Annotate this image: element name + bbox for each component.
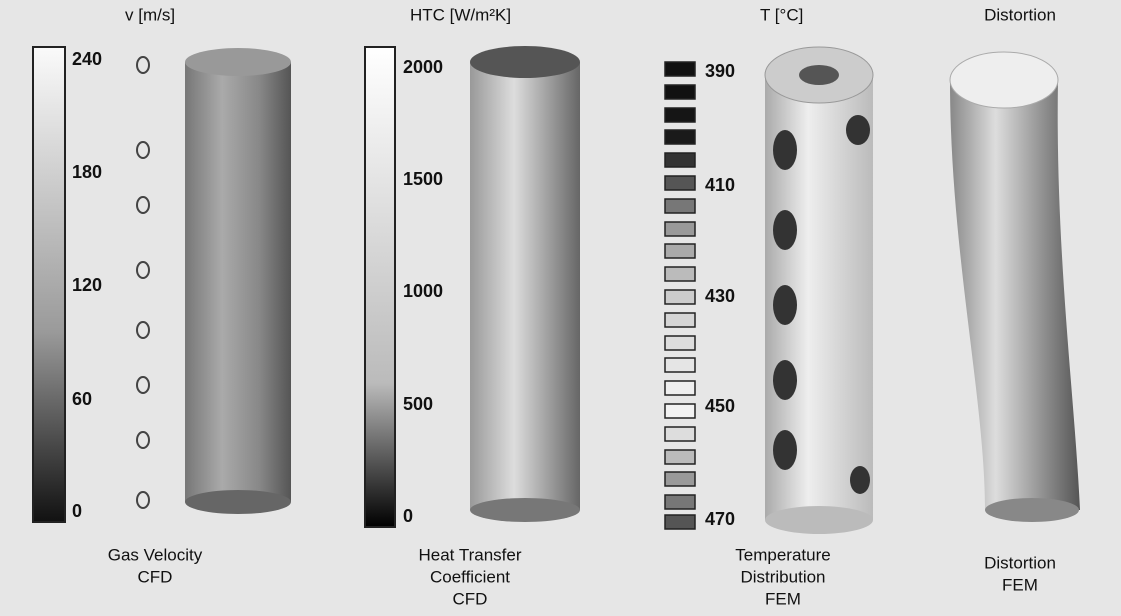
tick-label: 430 xyxy=(705,286,735,306)
tick-label: 2000 xyxy=(403,57,443,77)
caption: Coefficient xyxy=(430,567,510,586)
panel-title: HTC [W/m²K] xyxy=(410,5,511,24)
cylinder xyxy=(470,62,580,510)
caption: FEM xyxy=(765,589,801,608)
hot-spots xyxy=(773,115,870,494)
tick-label: 240 xyxy=(72,49,102,69)
caption: CFD xyxy=(453,589,488,608)
cylinder-top xyxy=(949,51,1059,109)
tick-label: 120 xyxy=(72,275,102,295)
cylinder-bottom xyxy=(765,506,873,534)
tick-label: 450 xyxy=(705,396,735,416)
tick-label: 1500 xyxy=(403,169,443,189)
tick-label: 500 xyxy=(403,394,433,414)
caption: Temperature xyxy=(735,545,830,564)
tick-label: 180 xyxy=(72,162,102,182)
tick-label: 470 xyxy=(705,509,735,529)
cylinder-bottom xyxy=(470,498,580,522)
caption: FEM xyxy=(1002,575,1038,594)
caption: Heat Transfer xyxy=(419,545,522,564)
caption: CFD xyxy=(138,567,173,586)
caption: Distribution xyxy=(740,567,825,586)
cylinder-top xyxy=(185,48,291,76)
tick-label: 0 xyxy=(403,506,413,526)
tick-label: 1000 xyxy=(403,281,443,301)
tick-label: 60 xyxy=(72,389,92,409)
cylinder-hole xyxy=(799,65,839,85)
discrete-legend xyxy=(664,61,696,530)
tick-label: 0 xyxy=(72,501,82,521)
cylinder xyxy=(950,80,1080,510)
jets xyxy=(136,56,150,509)
caption: Distortion xyxy=(984,553,1056,572)
color-bar xyxy=(364,46,396,528)
color-bar xyxy=(32,46,66,523)
panel-title: Distortion xyxy=(984,5,1056,24)
caption: Gas Velocity xyxy=(108,545,203,564)
tick-label: 390 xyxy=(705,61,735,81)
cylinder-bottom xyxy=(985,498,1079,522)
cylinder-top xyxy=(470,46,580,78)
panel-title: v [m/s] xyxy=(125,5,175,24)
panel-title: T [°C] xyxy=(760,5,803,24)
cylinder xyxy=(185,62,291,502)
cylinder-bottom xyxy=(185,490,291,514)
tick-label: 410 xyxy=(705,175,735,195)
